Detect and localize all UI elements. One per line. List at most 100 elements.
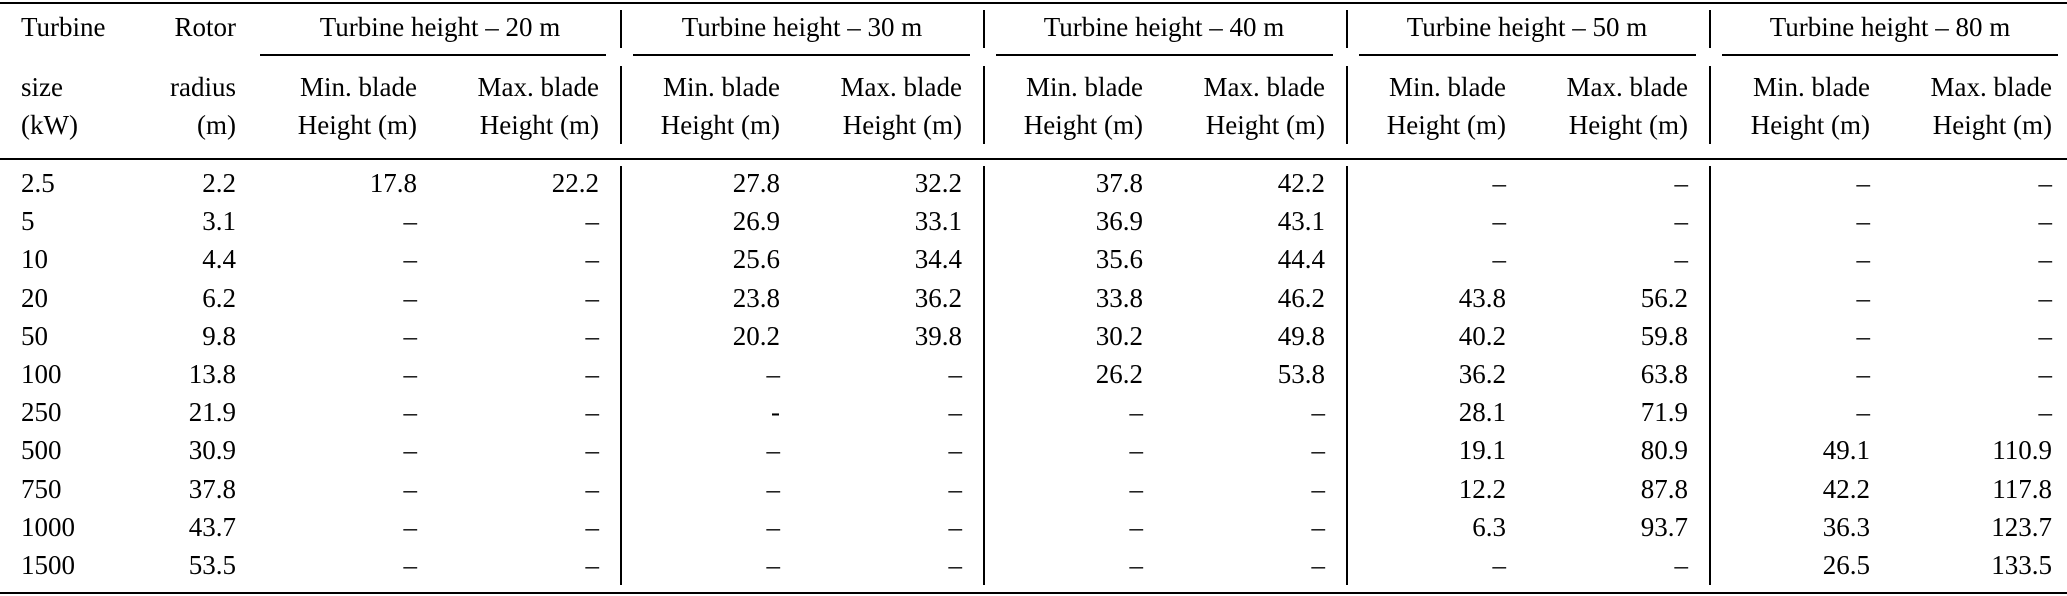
- group-separator: [983, 66, 985, 144]
- max-blade-header: Max. blade: [477, 72, 599, 102]
- table-cell: –: [2038, 206, 2053, 236]
- table-cell: 133.5: [1991, 550, 2052, 580]
- table-cell: –: [1856, 321, 1871, 351]
- table-cell: –: [403, 244, 418, 274]
- group-separator: [1346, 66, 1348, 144]
- header-radius-line: radius: [170, 72, 236, 102]
- table-cell: –: [1129, 512, 1144, 542]
- group-rule: [633, 54, 970, 56]
- table-cell: 37.8: [1095, 168, 1143, 198]
- table-cell: –: [948, 512, 963, 542]
- group-header: Turbine height – 40 m: [1043, 12, 1285, 42]
- max-blade-header: Height (m): [1205, 110, 1325, 140]
- table-cell: 36.2: [914, 283, 962, 313]
- table-cell: –: [1311, 550, 1326, 580]
- table-cell: –: [585, 397, 600, 427]
- group-header: Turbine height – 20 m: [319, 12, 561, 42]
- min-blade-header: Min. blade: [1389, 72, 1506, 102]
- table-cell: 6.3: [1472, 512, 1506, 542]
- table-cell: 43.8: [1458, 283, 1506, 313]
- group-header: Turbine height – 30 m: [681, 12, 923, 42]
- group-separator: [620, 10, 622, 48]
- max-blade-header: Height (m): [1568, 110, 1688, 140]
- table-cell: 9.8: [202, 321, 236, 351]
- min-blade-header: Min. blade: [663, 72, 780, 102]
- table-cell: –: [1129, 397, 1144, 427]
- group-rule: [1722, 54, 2058, 56]
- top-rule: [0, 2, 2067, 4]
- max-blade-header: Max. blade: [1930, 72, 2052, 102]
- table-cell: 49.8: [1277, 321, 1325, 351]
- table-cell: –: [1129, 550, 1144, 580]
- turbine-size-cell: 250: [21, 397, 62, 427]
- table-cell: 36.2: [1458, 359, 1506, 389]
- table-cell: 33.8: [1095, 283, 1143, 313]
- table-cell: 36.3: [1822, 512, 1870, 542]
- table-cell: –: [2038, 244, 2053, 274]
- table-cell: –: [1856, 397, 1871, 427]
- table-cell: –: [403, 474, 418, 504]
- max-blade-header: Max. blade: [840, 72, 962, 102]
- bottom-rule: [0, 592, 2067, 594]
- table-cell: 36.9: [1095, 206, 1143, 236]
- table-cell: 43.7: [188, 512, 236, 542]
- table-cell: –: [1856, 168, 1871, 198]
- table-cell: 87.8: [1640, 474, 1688, 504]
- table-cell: 63.8: [1640, 359, 1688, 389]
- table-cell: –: [1674, 168, 1689, 198]
- turbine-size-cell: 50: [21, 321, 48, 351]
- group-separator: [983, 10, 985, 48]
- table-cell: 26.5: [1822, 550, 1870, 580]
- table-cell: –: [2038, 359, 2053, 389]
- table-cell: –: [1856, 206, 1871, 236]
- table-cell: 37.8: [188, 474, 236, 504]
- table-cell: –: [403, 397, 418, 427]
- table-cell: –: [585, 359, 600, 389]
- table-cell: 49.1: [1822, 435, 1870, 465]
- table-cell: –: [585, 321, 600, 351]
- turbine-size-cell: 20: [21, 283, 48, 313]
- min-blade-header: Min. blade: [300, 72, 417, 102]
- table-cell: –: [585, 512, 600, 542]
- turbine-size-cell: 2.5: [21, 168, 55, 198]
- max-blade-header: Height (m): [1932, 110, 2052, 140]
- group-separator: [1709, 10, 1711, 48]
- table-cell: 13.8: [188, 359, 236, 389]
- turbine-size-cell: 500: [21, 435, 62, 465]
- table-cell: 35.6: [1095, 244, 1143, 274]
- min-blade-header: Min. blade: [1753, 72, 1870, 102]
- group-separator: [1709, 66, 1711, 144]
- table-cell: –: [2038, 397, 2053, 427]
- table-cell: –: [403, 206, 418, 236]
- table-cell: 80.9: [1640, 435, 1688, 465]
- table-cell: –: [585, 244, 600, 274]
- table-cell: –: [2038, 321, 2053, 351]
- header-size-line: size: [21, 72, 63, 102]
- table-cell: 12.2: [1458, 474, 1506, 504]
- table-cell: 93.7: [1640, 512, 1688, 542]
- table-cell: –: [403, 321, 418, 351]
- table-cell: 40.2: [1458, 321, 1506, 351]
- table-cell: 43.1: [1277, 206, 1325, 236]
- table-cell: 32.2: [914, 168, 962, 198]
- table-cell: –: [766, 550, 781, 580]
- table-cell: –: [1311, 512, 1326, 542]
- header-radius-line: (m): [197, 110, 236, 140]
- table-cell: –: [403, 512, 418, 542]
- min-blade-header: Min. blade: [1026, 72, 1143, 102]
- table-cell: -: [771, 397, 780, 427]
- table-cell: 44.4: [1277, 244, 1325, 274]
- table-cell: –: [766, 512, 781, 542]
- table-cell: 33.1: [914, 206, 962, 236]
- table-cell: –: [585, 474, 600, 504]
- table-cell: –: [403, 283, 418, 313]
- table-cell: 20.2: [732, 321, 780, 351]
- turbine-size-cell: 1500: [21, 550, 75, 580]
- table-cell: 56.2: [1640, 283, 1688, 313]
- table-cell: –: [948, 550, 963, 580]
- group-separator: [620, 66, 622, 144]
- table-cell: –: [403, 435, 418, 465]
- table-cell: –: [948, 474, 963, 504]
- turbine-size-cell: 1000: [21, 512, 75, 542]
- mid-rule: [0, 158, 2067, 160]
